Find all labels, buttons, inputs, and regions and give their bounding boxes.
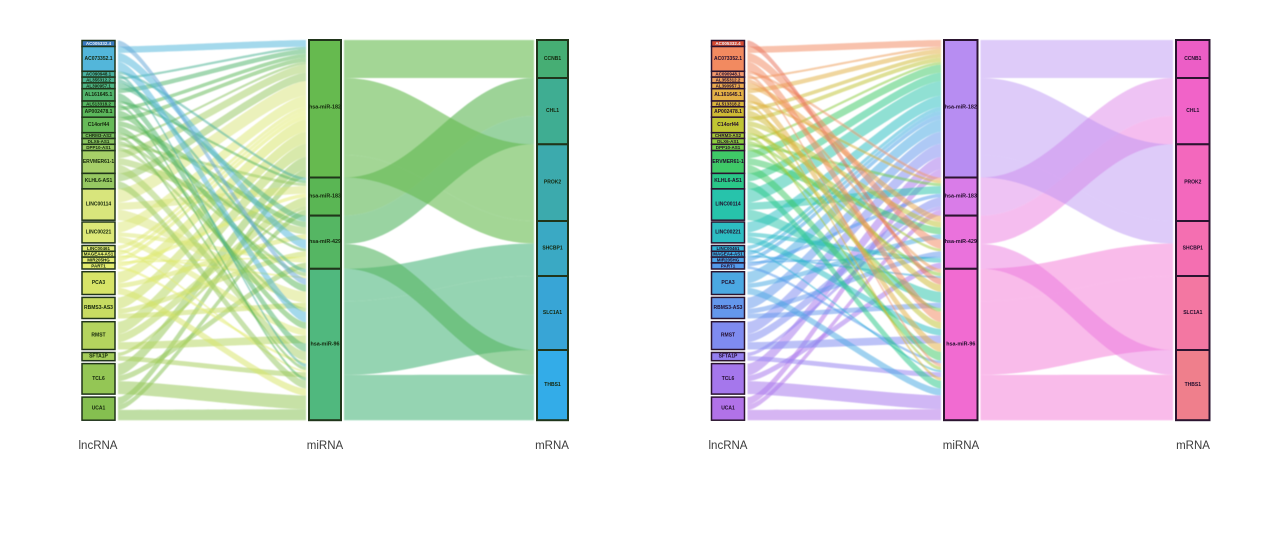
- svg-text:hsa-miR-96: hsa-miR-96: [946, 342, 975, 348]
- svg-text:hsa-miR-429: hsa-miR-429: [945, 239, 977, 245]
- svg-text:AC073352.1: AC073352.1: [714, 56, 742, 62]
- svg-text:miRNA: miRNA: [307, 440, 344, 452]
- svg-text:C14orf44: C14orf44: [88, 122, 110, 128]
- svg-text:AL355312.2: AL355312.2: [86, 78, 111, 83]
- svg-text:CHRM3-AS2: CHRM3-AS2: [85, 133, 112, 138]
- svg-text:PROK2: PROK2: [544, 180, 561, 186]
- svg-text:TCL6: TCL6: [92, 376, 105, 382]
- svg-text:LINC00221: LINC00221: [715, 229, 741, 235]
- svg-text:SHCBP1: SHCBP1: [542, 246, 563, 252]
- svg-text:LINC00221: LINC00221: [86, 229, 112, 235]
- svg-text:hsa-miR-183: hsa-miR-183: [945, 194, 977, 200]
- svg-text:CCNB1: CCNB1: [1184, 56, 1201, 62]
- svg-text:SFTA1P: SFTA1P: [89, 354, 108, 360]
- svg-text:hsa-miR-96: hsa-miR-96: [310, 342, 339, 348]
- svg-text:AC073352.1: AC073352.1: [84, 56, 112, 62]
- svg-text:hsa-miR-183: hsa-miR-183: [309, 194, 341, 200]
- svg-text:CHL1: CHL1: [546, 108, 559, 114]
- svg-text:MIR205HG: MIR205HG: [87, 258, 110, 263]
- svg-text:hsa-miR-429: hsa-miR-429: [309, 239, 341, 245]
- svg-text:AC005332.4: AC005332.4: [715, 41, 741, 46]
- svg-text:LINC00114: LINC00114: [715, 202, 741, 208]
- svg-text:PART1: PART1: [91, 263, 106, 268]
- svg-text:UCA1: UCA1: [721, 406, 735, 412]
- svg-text:mRNA: mRNA: [1176, 440, 1210, 452]
- svg-text:DPP10-AS1: DPP10-AS1: [86, 145, 111, 150]
- svg-text:PART1: PART1: [721, 263, 736, 268]
- svg-text:DPP10-AS1: DPP10-AS1: [716, 145, 741, 150]
- svg-text:SHCBP1: SHCBP1: [1183, 246, 1204, 252]
- svg-text:PCA3: PCA3: [721, 280, 735, 286]
- svg-text:AL161645.1: AL161645.1: [85, 92, 113, 98]
- svg-text:UCA1: UCA1: [92, 406, 106, 412]
- svg-text:RBMS3-AS3: RBMS3-AS3: [714, 305, 743, 311]
- svg-text:PCA3: PCA3: [92, 280, 106, 286]
- svg-text:SLC1A1: SLC1A1: [1183, 310, 1202, 316]
- svg-text:SFTA1P: SFTA1P: [719, 354, 738, 360]
- svg-text:lncRNA: lncRNA: [79, 440, 118, 452]
- svg-text:hsa-miR-182: hsa-miR-182: [945, 105, 977, 111]
- svg-text:MAGEA4-AS1: MAGEA4-AS1: [713, 252, 743, 257]
- svg-text:AC090948.1: AC090948.1: [86, 72, 112, 77]
- svg-text:RMST: RMST: [721, 333, 735, 339]
- svg-text:CHL1: CHL1: [1186, 108, 1199, 114]
- svg-text:THBS1: THBS1: [544, 382, 561, 388]
- svg-text:mRNA: mRNA: [535, 440, 569, 452]
- svg-text:DLX6-AS1: DLX6-AS1: [717, 139, 739, 144]
- svg-text:AL390957.1: AL390957.1: [716, 83, 741, 88]
- svg-text:hsa-miR-182: hsa-miR-182: [309, 105, 341, 111]
- svg-text:SLC1A1: SLC1A1: [543, 310, 562, 316]
- svg-text:AL161645.1: AL161645.1: [714, 92, 742, 98]
- svg-text:MIR205HG: MIR205HG: [717, 258, 740, 263]
- svg-text:ERVMER61-1: ERVMER61-1: [83, 159, 115, 165]
- svg-text:AL390957.1: AL390957.1: [86, 83, 111, 88]
- svg-text:KLHL6-AS1: KLHL6-AS1: [85, 178, 113, 184]
- svg-text:lncRNA: lncRNA: [709, 440, 748, 452]
- svg-text:AL513318.2: AL513318.2: [716, 101, 741, 106]
- svg-text:RMST: RMST: [91, 333, 105, 339]
- svg-text:TCL6: TCL6: [722, 376, 735, 382]
- svg-text:KLHL6-AS1: KLHL6-AS1: [714, 178, 742, 184]
- svg-text:CCNB1: CCNB1: [544, 56, 561, 62]
- svg-text:MAGEA4-AS1: MAGEA4-AS1: [84, 252, 114, 257]
- svg-text:AC090948.1: AC090948.1: [715, 72, 741, 77]
- svg-text:miRNA: miRNA: [943, 440, 980, 452]
- svg-text:DLX6-AS1: DLX6-AS1: [88, 139, 110, 144]
- svg-text:ERVMER61-1: ERVMER61-1: [712, 159, 744, 165]
- svg-text:LINC00461: LINC00461: [716, 246, 740, 251]
- svg-text:LINC00114: LINC00114: [86, 202, 112, 208]
- svg-text:AP002478.1: AP002478.1: [714, 109, 742, 115]
- svg-text:RBMS3-AS3: RBMS3-AS3: [84, 305, 113, 311]
- svg-text:AL355312.2: AL355312.2: [716, 78, 741, 83]
- svg-text:AL513318.2: AL513318.2: [86, 101, 111, 106]
- svg-text:PROK2: PROK2: [1184, 180, 1201, 186]
- svg-text:THBS1: THBS1: [1185, 382, 1202, 388]
- svg-text:AP002478.1: AP002478.1: [85, 109, 113, 115]
- svg-text:CHRM3-AS2: CHRM3-AS2: [715, 133, 742, 138]
- svg-text:AC005332.4: AC005332.4: [86, 41, 112, 46]
- svg-text:C14orf44: C14orf44: [717, 122, 739, 128]
- svg-text:LINC00461: LINC00461: [87, 246, 111, 251]
